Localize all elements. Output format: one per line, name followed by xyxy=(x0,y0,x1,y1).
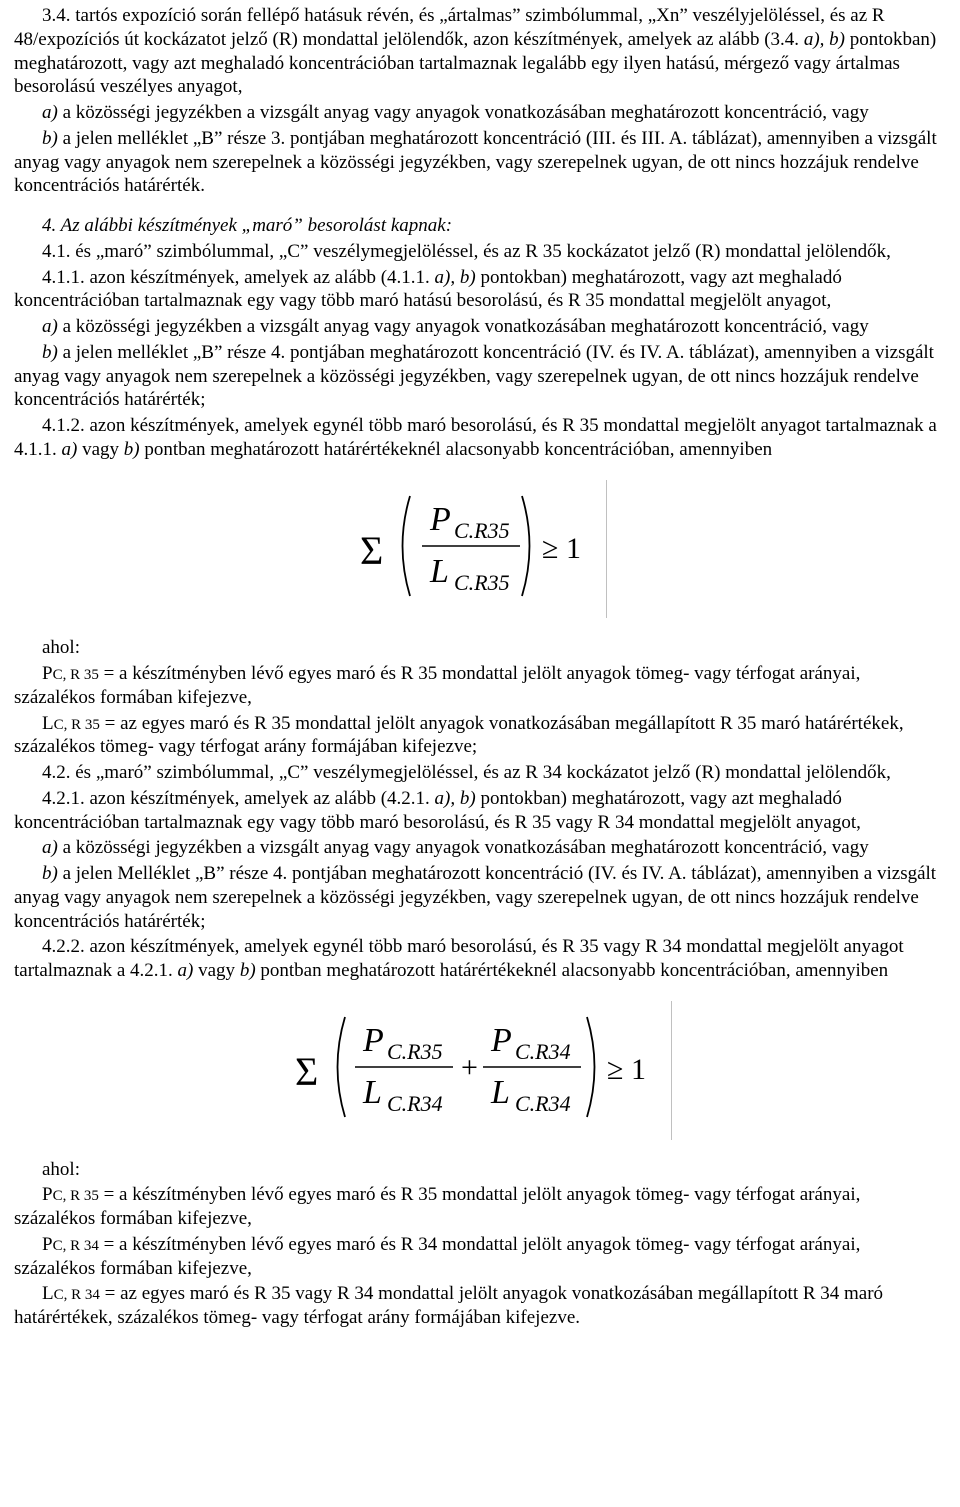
text: 4.1.1. azon készítmények, amelyek az alá… xyxy=(42,267,435,288)
text: P xyxy=(42,663,53,684)
def-p-cr35-b: PC, R 35 = a készítményben lévő egyes ma… xyxy=(14,1183,946,1231)
t1-num-sub: C.R35 xyxy=(387,1039,443,1064)
para-3-4-a: a) a közösségi jegyzékben a vizsgált any… xyxy=(14,101,946,125)
text: a jelen melléklet „B” része 4. pontjában… xyxy=(14,342,934,411)
text-it: b) xyxy=(124,439,140,460)
text: 3.4. tartós expozíció során fellépő hatá… xyxy=(14,5,885,50)
text: ahol: xyxy=(42,637,80,658)
formula-svg: Σ P C.R35 L C.R34 + P C.R34 L C.R34 ≥ 1 xyxy=(295,1007,655,1127)
text: L xyxy=(42,713,54,734)
text: = a készítményben lévő egyes maró és R 3… xyxy=(14,1234,860,1279)
formula-svg: Σ P C.R35 L C.R35 ≥ 1 xyxy=(360,486,590,606)
text-it: a), b) xyxy=(804,29,845,50)
t2-den-L: L xyxy=(490,1074,510,1111)
text: = a készítményben lévő egyes maró és R 3… xyxy=(14,663,860,708)
subscript: C, R 35 xyxy=(53,667,99,683)
ahol-2: ahol: xyxy=(14,1158,946,1182)
tail: ≥ 1 xyxy=(607,1053,646,1086)
text: a közösségi jegyzékben a vizsgált anyag … xyxy=(58,837,869,858)
def-l-cr35: LC, R 35 = az egyes maró és R 35 mondatt… xyxy=(14,712,946,760)
para-4-2-1-a: a) a közösségi jegyzékben a vizsgált any… xyxy=(14,836,946,860)
text: 4.2.1. azon készítmények, amelyek az alá… xyxy=(42,788,435,809)
text-it: b) xyxy=(42,863,58,884)
t1-den-L: L xyxy=(362,1074,382,1111)
formula-frame: Σ P C.R35 L C.R35 ≥ 1 xyxy=(354,480,607,619)
subscript: C, R 35 xyxy=(54,717,100,733)
subscript: C, R 35 xyxy=(53,1188,99,1204)
text: a jelen melléklet „B” része 3. pontjában… xyxy=(14,128,937,197)
text-it: a) xyxy=(42,102,58,123)
text-it: a), b) xyxy=(435,267,476,288)
text-it: a) xyxy=(178,960,194,981)
den-sub: C.R35 xyxy=(454,570,510,595)
paren-right xyxy=(587,1017,595,1117)
paren-right xyxy=(522,496,530,596)
text-it: b) xyxy=(240,960,256,981)
t1-den-sub: C.R34 xyxy=(387,1091,443,1116)
text: pontban meghatározott határértékeknél al… xyxy=(140,439,773,460)
para-4-1-1: 4.1.1. azon készítmények, amelyek az alá… xyxy=(14,266,946,314)
text: P xyxy=(42,1184,53,1205)
formula-1: Σ P C.R35 L C.R35 ≥ 1 xyxy=(14,480,946,619)
text: vagy xyxy=(77,439,123,460)
text: a közösségi jegyzékben a vizsgált anyag … xyxy=(58,102,869,123)
text-it: a) xyxy=(42,316,58,337)
sigma: Σ xyxy=(295,1049,318,1094)
text: a közösségi jegyzékben a vizsgált anyag … xyxy=(58,316,869,337)
text-it: b) xyxy=(42,128,58,149)
ahol-1: ahol: xyxy=(14,636,946,660)
text-it: b) xyxy=(42,342,58,363)
text-it: a) xyxy=(62,439,78,460)
def-p-cr35: PC, R 35 = a készítményben lévő egyes ma… xyxy=(14,662,946,710)
text: vagy xyxy=(193,960,239,981)
gap xyxy=(14,200,946,214)
text: = az egyes maró és R 35 vagy R 34 mondat… xyxy=(14,1283,883,1328)
text: 4.1. és „maró” szimbólummal, „C” veszély… xyxy=(42,241,891,262)
plus: + xyxy=(461,1051,478,1084)
text-it: a) xyxy=(42,837,58,858)
para-4-heading: 4. Az alábbi készítmények „maró” besorol… xyxy=(14,214,946,238)
paren-left xyxy=(337,1017,345,1117)
para-4-1-1-a: a) a közösségi jegyzékben a vizsgált any… xyxy=(14,315,946,339)
def-p-cr34: PC, R 34 = a készítményben lévő egyes ma… xyxy=(14,1233,946,1281)
para-3-4-b: b) a jelen melléklet „B” része 3. pontjá… xyxy=(14,127,946,198)
text: P xyxy=(42,1234,53,1255)
text-it: 4. Az alábbi készítmények „maró” besorol… xyxy=(42,215,452,236)
para-4-2-1-b: b) a jelen Melléklet „B” része 4. pontjá… xyxy=(14,862,946,933)
para-4-1-1-b: b) a jelen melléklet „B” része 4. pontjá… xyxy=(14,341,946,412)
formula-2: Σ P C.R35 L C.R34 + P C.R34 L C.R34 ≥ 1 xyxy=(14,1001,946,1140)
text-it: a), b) xyxy=(435,788,476,809)
formula-frame: Σ P C.R35 L C.R34 + P C.R34 L C.R34 ≥ 1 xyxy=(289,1001,672,1140)
text: = az egyes maró és R 35 mondattal jelölt… xyxy=(14,713,904,758)
tail: ≥ 1 xyxy=(542,532,581,565)
subscript: C, R 34 xyxy=(54,1287,100,1303)
num-P: P xyxy=(429,501,451,538)
para-4-2-2: 4.2.2. azon készítmények, amelyek egynél… xyxy=(14,935,946,983)
para-3-4: 3.4. tartós expozíció során fellépő hatá… xyxy=(14,4,946,99)
text: 4.2. és „maró” szimbólummal, „C” veszély… xyxy=(42,762,891,783)
text: ahol: xyxy=(42,1159,80,1180)
page: 3.4. tartós expozíció során fellépő hatá… xyxy=(0,0,960,1342)
para-4-2: 4.2. és „maró” szimbólummal, „C” veszély… xyxy=(14,761,946,785)
t2-den-sub: C.R34 xyxy=(515,1091,571,1116)
t2-num-sub: C.R34 xyxy=(515,1039,571,1064)
para-4-1-2: 4.1.2. azon készítmények, amelyek egynél… xyxy=(14,414,946,462)
paren-left xyxy=(402,496,410,596)
t1-num-P: P xyxy=(362,1022,384,1059)
text: = a készítményben lévő egyes maró és R 3… xyxy=(14,1184,860,1229)
text: a jelen Melléklet „B” része 4. pontjában… xyxy=(14,863,936,932)
den-L: L xyxy=(429,553,449,590)
para-4-1: 4.1. és „maró” szimbólummal, „C” veszély… xyxy=(14,240,946,264)
sigma: Σ xyxy=(360,528,383,573)
num-sub: C.R35 xyxy=(454,518,510,543)
subscript: C, R 34 xyxy=(53,1238,99,1254)
t2-num-P: P xyxy=(490,1022,512,1059)
text: L xyxy=(42,1283,54,1304)
para-4-2-1: 4.2.1. azon készítmények, amelyek az alá… xyxy=(14,787,946,835)
text: pontban meghatározott határértékeknél al… xyxy=(256,960,889,981)
def-l-cr34: LC, R 34 = az egyes maró és R 35 vagy R … xyxy=(14,1282,946,1330)
